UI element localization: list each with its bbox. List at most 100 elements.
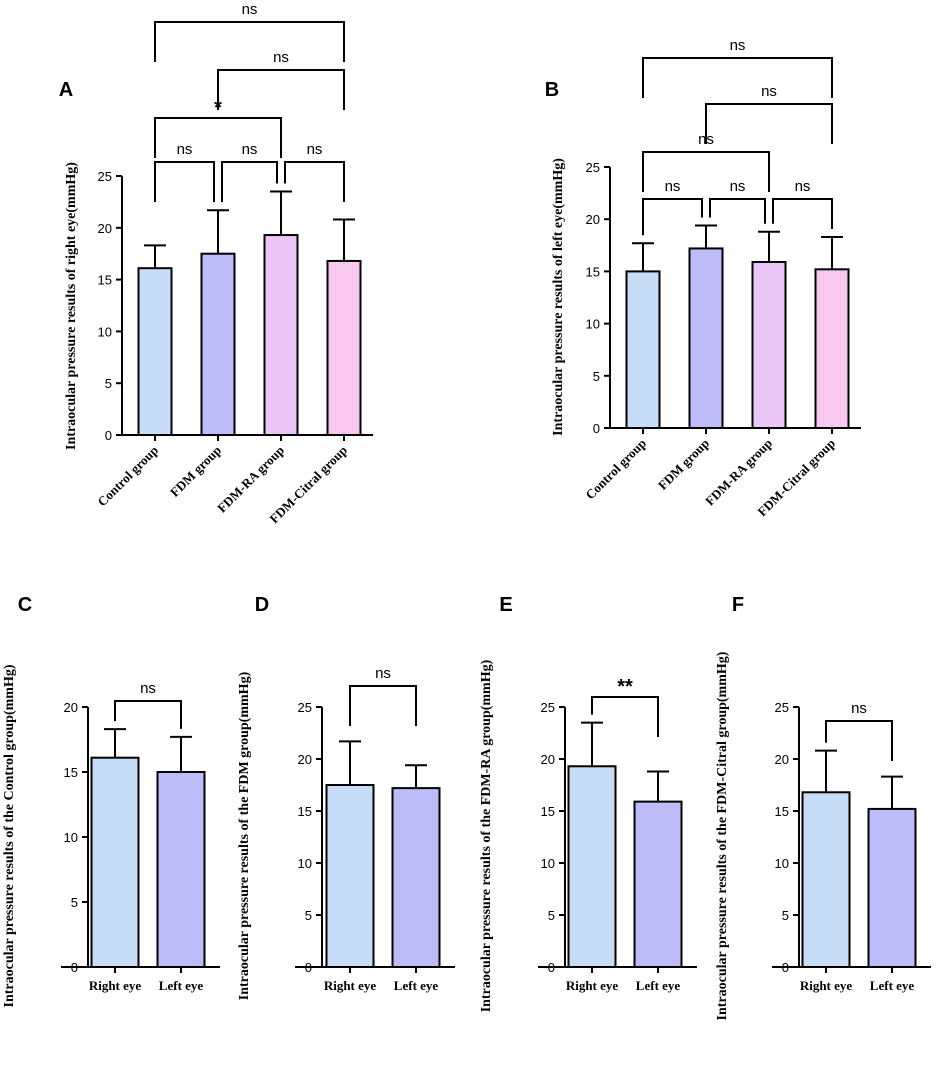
significance-label: ns (851, 700, 867, 717)
y-tick-label: 5 (105, 376, 112, 391)
y-tick-label: 0 (548, 960, 555, 975)
significance-bracket (642, 198, 703, 236)
x-tick-label: Right eye (800, 978, 853, 993)
significance-bracket (221, 161, 278, 202)
y-tick-label: 0 (593, 421, 600, 436)
x-tick-label: Right eye (89, 978, 142, 993)
y-tick-label: 25 (775, 700, 789, 715)
y-tick-label: 10 (298, 856, 312, 871)
y-tick-label: 10 (775, 856, 789, 871)
bar (633, 800, 683, 969)
y-tick-label: 15 (298, 804, 312, 819)
y-tick-label: 10 (64, 830, 78, 845)
significance-bracket (709, 198, 766, 224)
panel-c: C Intraocular pressure results of the Con… (2, 594, 220, 1008)
significance-bracket (284, 161, 345, 202)
x-tick-label: Right eye (324, 978, 377, 993)
panel-a: A Intraocular pressure results of right e… (59, 1, 373, 526)
x-tick-label: Control group (582, 436, 649, 503)
significance-label: ** (617, 676, 633, 698)
significance-label: ns (307, 141, 323, 158)
significance-bracket (772, 198, 833, 229)
y-tick-label: 20 (586, 212, 600, 227)
y-axis-title: Intraocular pressure results of left eye… (551, 158, 566, 436)
y-tick-label: 15 (64, 765, 78, 780)
y-axis-title: Intraocular pressure results of the Cont… (2, 664, 17, 1007)
significance-bracket (825, 720, 893, 761)
bar (325, 784, 375, 968)
bar (814, 268, 850, 430)
significance-bracket (705, 103, 833, 144)
y-axis-title: Intraocular pressure results of the FDM-… (715, 651, 730, 1020)
x-tick-label: Right eye (566, 978, 619, 993)
bar (90, 756, 140, 969)
significance-label: ns (795, 178, 811, 195)
y-axis-title: Intraocular pressure results of the FDM … (237, 671, 252, 1000)
bar (625, 270, 661, 429)
significance-bracket (642, 151, 770, 192)
y-tick-label: 5 (548, 908, 555, 923)
significance-bracket (217, 69, 345, 110)
panel-letter: A (59, 79, 73, 101)
significance-bracket (154, 161, 215, 202)
significance-label: ns (242, 1, 258, 18)
x-tick-label: Left eye (870, 978, 915, 993)
panel-letter: B (545, 79, 559, 101)
y-tick-label: 0 (71, 960, 78, 975)
y-tick-label: 15 (98, 273, 112, 288)
x-tick-label: Left eye (394, 978, 439, 993)
y-tick-label: 15 (775, 804, 789, 819)
y-tick-label: 20 (98, 221, 112, 236)
y-tick-label: 25 (541, 700, 555, 715)
y-axis-title: Intraocular pressure results of the FDM-… (479, 659, 494, 1012)
bar (326, 259, 362, 436)
x-tick-label: FDM group (655, 436, 712, 493)
y-tick-label: 15 (541, 804, 555, 819)
y-tick-label: 20 (541, 752, 555, 767)
significance-label: ns (375, 665, 391, 682)
bar (137, 267, 173, 437)
y-tick-label: 25 (98, 169, 112, 184)
significance-label: ns (140, 680, 156, 697)
y-tick-label: 10 (586, 317, 600, 332)
panel-d: D Intraocular pressure results of the FDM… (237, 594, 455, 1000)
x-tick-label: Left eye (636, 978, 681, 993)
y-tick-label: 25 (298, 700, 312, 715)
significance-bracket (591, 696, 659, 737)
bar (867, 807, 917, 968)
significance-bracket (114, 700, 182, 729)
y-tick-label: 5 (782, 908, 789, 923)
bar (391, 787, 441, 968)
y-tick-label: 15 (586, 264, 600, 279)
bar (200, 252, 236, 436)
bar (156, 771, 206, 968)
significance-label: ns (273, 49, 289, 66)
significance-label: ns (730, 37, 746, 54)
significance-label: ns (761, 83, 777, 100)
y-tick-label: 10 (98, 324, 112, 339)
bar (567, 765, 617, 969)
significance-label: ns (730, 178, 746, 195)
significance-label: ns (242, 141, 258, 158)
panel-letter: D (255, 594, 269, 616)
bar (751, 261, 787, 429)
bar (801, 791, 851, 969)
y-tick-label: 5 (305, 908, 312, 923)
significance-bracket (349, 685, 417, 726)
y-tick-label: 0 (305, 960, 312, 975)
significance-bracket (154, 21, 345, 62)
bar (688, 247, 724, 429)
panel-letter: C (18, 594, 32, 616)
panel-b: B Intraocular pressure results of left ey… (545, 37, 861, 519)
y-tick-label: 5 (71, 895, 78, 910)
panel-e: E Intraocular pressure results of the FDM… (479, 594, 697, 1012)
y-tick-label: 10 (541, 856, 555, 871)
y-tick-label: 0 (105, 428, 112, 443)
significance-bracket (642, 57, 833, 98)
x-tick-label: FDM group (167, 443, 224, 500)
x-tick-label: Control group (94, 443, 161, 510)
significance-label: ns (177, 141, 193, 158)
y-tick-label: 20 (64, 700, 78, 715)
y-tick-label: 0 (782, 960, 789, 975)
